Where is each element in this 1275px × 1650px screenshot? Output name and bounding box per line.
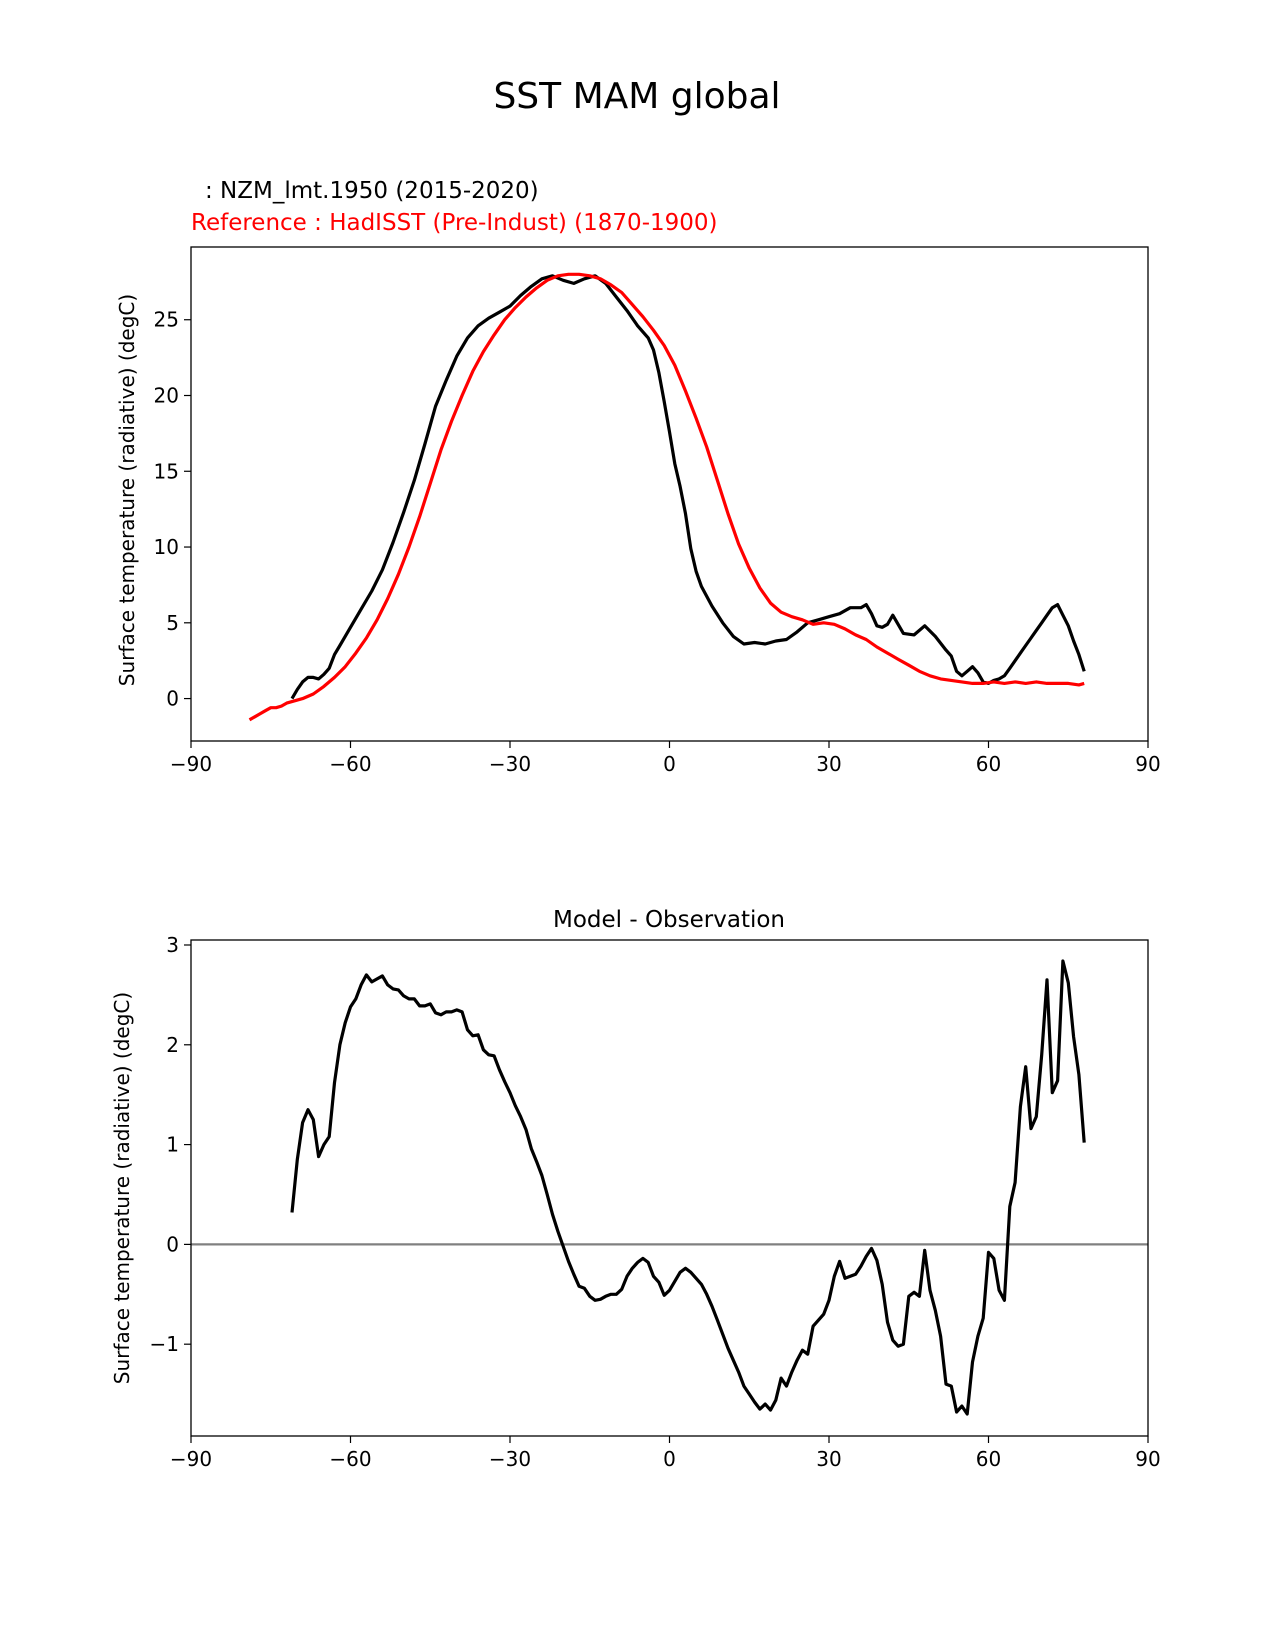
top-x-tick-label: −30: [489, 752, 531, 776]
top-series-line-0: [290, 274, 1086, 700]
top-x-tick-label: 30: [816, 752, 841, 776]
top-ticks: −90 −60 −30 0 30 60 90 0 5 10 15 20 25: [154, 308, 1161, 776]
bottom-x-tick-label: 30: [816, 1447, 841, 1471]
top-x-tick-label: 90: [1135, 752, 1160, 776]
top-plot-frame: [190, 246, 1149, 742]
top-y-tick-label: 5: [166, 611, 179, 635]
bottom-series-lines: [191, 959, 1148, 1416]
bottom-x-tick-label: −90: [170, 1447, 212, 1471]
chart-top-profiles: : NZM_lmt.1950 (2015-2020) Reference : H…: [115, 178, 1161, 776]
top-x-tick-label: −60: [329, 752, 371, 776]
bottom-y-axis-label: Surface temperature (radiative) (degC): [110, 992, 134, 1384]
bottom-x-tick-label: 0: [663, 1447, 676, 1471]
top-title-reference: Reference : HadISST (Pre-Indust) (1870-1…: [191, 210, 718, 236]
top-y-axis-label: Surface temperature (radiative) (degC): [115, 294, 139, 686]
top-title-model: : NZM_lmt.1950 (2015-2020): [205, 178, 539, 204]
bottom-y-tick-label: 1: [166, 1133, 179, 1157]
bottom-x-tick-label: −30: [489, 1447, 531, 1471]
bottom-plot-frame: [190, 939, 1149, 1437]
top-y-tick-label: 0: [166, 687, 179, 711]
top-x-tick-label: 0: [663, 752, 676, 776]
top-y-tick-label: 15: [154, 459, 179, 483]
chart-bottom-difference: Model - Observation Surface temperature …: [110, 907, 1161, 1471]
figure-suptitle: SST MAM global: [493, 76, 780, 117]
top-y-tick-label: 25: [154, 308, 179, 332]
bottom-ticks: −90 −60 −30 0 30 60 90 −1 0 1 2 3: [150, 933, 1161, 1471]
top-series-line-1: [248, 272, 1085, 722]
bottom-x-tick-label: 90: [1135, 1447, 1160, 1471]
bottom-y-tick-label: 3: [166, 933, 179, 957]
bottom-x-tick-label: 60: [976, 1447, 1001, 1471]
bottom-series-line-0: [290, 959, 1086, 1416]
top-y-tick-label: 10: [154, 535, 179, 559]
bottom-y-tick-label: 0: [166, 1232, 179, 1256]
top-series-lines: [248, 272, 1086, 722]
bottom-y-tick-label: 2: [166, 1033, 179, 1057]
bottom-y-tick-label: −1: [150, 1332, 179, 1356]
top-y-tick-label: 20: [154, 384, 179, 408]
bottom-x-tick-label: −60: [329, 1447, 371, 1471]
top-x-tick-label: −90: [170, 752, 212, 776]
bottom-title: Model - Observation: [553, 907, 785, 933]
top-x-tick-label: 60: [976, 752, 1001, 776]
